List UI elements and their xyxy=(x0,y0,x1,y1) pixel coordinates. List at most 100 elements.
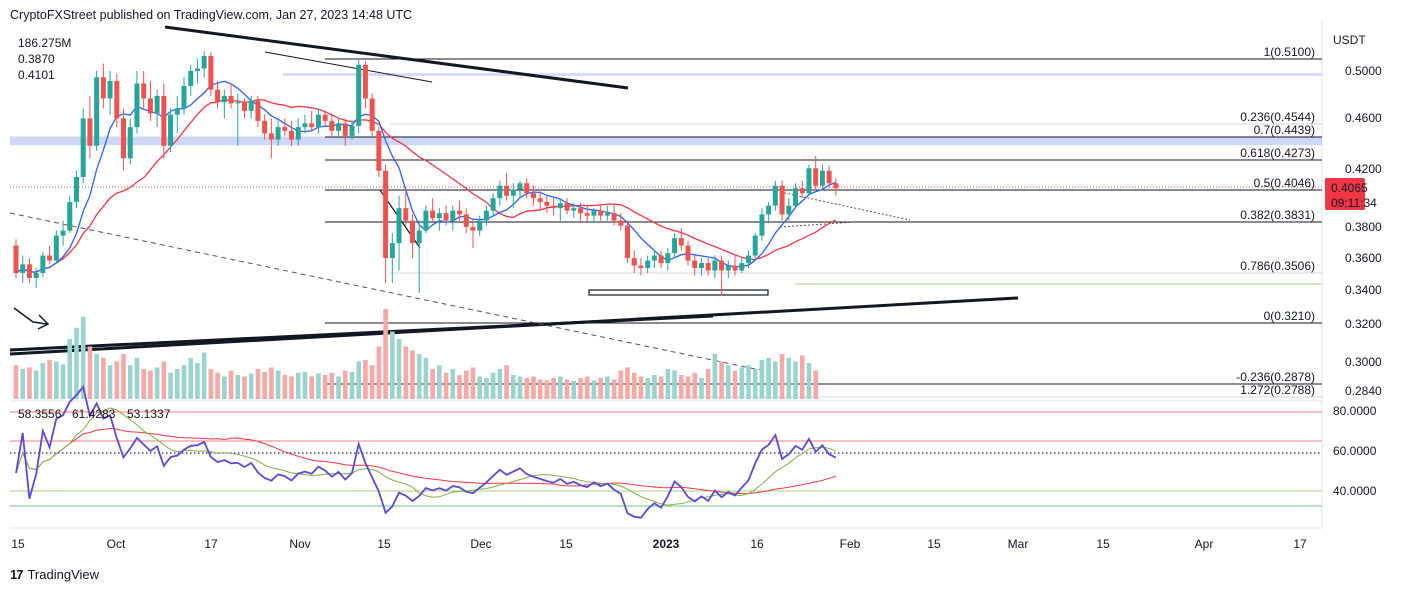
candle-body xyxy=(779,185,785,215)
volume-bar xyxy=(80,316,86,399)
volume-bar xyxy=(74,327,79,399)
volume-bar xyxy=(779,354,785,399)
brand-name[interactable]: TradingView xyxy=(27,567,100,582)
legend-volume: 186.275M xyxy=(18,36,71,50)
candle-body xyxy=(766,205,772,215)
volume-bar xyxy=(201,352,207,399)
volume-bar xyxy=(336,376,341,399)
candle-body xyxy=(47,255,53,261)
candle-body xyxy=(712,260,718,271)
volume-bar xyxy=(611,379,617,399)
candle-body xyxy=(248,100,254,111)
volume-bar xyxy=(631,372,637,399)
countdown-label: 09:11:34 xyxy=(1331,196,1377,210)
candle-body xyxy=(376,130,382,171)
rsi-legend-signal: 61.4283 xyxy=(72,407,116,421)
volume-bar xyxy=(773,361,778,399)
price-axis-label: 0.3800 xyxy=(1345,220,1382,234)
arrow-head-icon xyxy=(37,314,50,330)
candle-body xyxy=(504,185,510,196)
volume-bar xyxy=(443,372,449,399)
candle-body xyxy=(524,183,530,194)
candle-body xyxy=(618,220,624,226)
triangle-lower xyxy=(779,221,856,228)
resistance-zone-upper xyxy=(283,73,1323,76)
candle-body xyxy=(409,220,415,244)
volume-bar xyxy=(806,363,812,399)
volume-bar xyxy=(188,357,194,399)
candle-body xyxy=(745,255,751,264)
volume-bar xyxy=(255,369,261,399)
volume-bar xyxy=(289,376,294,399)
volume-bar xyxy=(363,360,368,399)
candle-body xyxy=(598,210,604,216)
candle-body xyxy=(322,114,328,121)
volume-bar xyxy=(719,361,724,399)
candle-body xyxy=(114,80,120,119)
time-axis-label: Apr xyxy=(1195,537,1214,551)
time-axis-label: 15 xyxy=(377,537,391,551)
volume-bar xyxy=(652,375,657,399)
candle-body xyxy=(725,265,731,271)
price-axis-label: 0.3400 xyxy=(1345,283,1382,297)
volume-bar xyxy=(222,376,227,399)
footer: 17 TradingView xyxy=(10,567,99,582)
candle-body xyxy=(490,198,496,211)
volume-bar xyxy=(356,361,362,399)
candle-body xyxy=(571,208,577,211)
volume-bar xyxy=(13,365,19,399)
candle-body xyxy=(551,205,557,209)
candle-body xyxy=(356,64,362,126)
volume-bar xyxy=(571,381,577,399)
volume-bar xyxy=(799,355,805,399)
time-axis-label: 17 xyxy=(1293,537,1307,551)
volume-bar xyxy=(490,372,496,399)
candle-body xyxy=(168,114,174,146)
candle-body xyxy=(457,210,463,215)
candle-body xyxy=(591,210,597,216)
volume-bar xyxy=(524,378,530,399)
volume-bar xyxy=(262,372,267,399)
candle-body xyxy=(107,80,113,99)
candle-body xyxy=(477,220,483,231)
volume-bar xyxy=(94,354,99,399)
volume-bar xyxy=(322,375,328,399)
volume-bar xyxy=(342,370,348,399)
candle-body xyxy=(188,71,194,86)
candle-body xyxy=(658,255,664,264)
uptrend-line-lower xyxy=(9,314,714,352)
candle-body xyxy=(423,210,429,231)
price-axis-label: 0.3600 xyxy=(1345,251,1382,265)
price-axis-unit: USDT xyxy=(1333,33,1366,47)
volume-bar xyxy=(282,375,288,399)
rsi-legend-ma: 53.1337 xyxy=(127,407,171,421)
consolidation-box xyxy=(588,289,769,296)
volume-bar xyxy=(786,357,792,399)
candle-body xyxy=(383,170,389,259)
candle-body xyxy=(174,108,180,115)
downtrend-line-thin xyxy=(264,51,433,83)
candle-body xyxy=(121,118,127,159)
candle-body xyxy=(470,226,476,231)
candle-body xyxy=(342,123,348,136)
volume-bar xyxy=(793,361,798,399)
candle-body xyxy=(685,245,691,261)
volume-bar xyxy=(295,372,301,399)
candle-body xyxy=(739,263,745,271)
volume-bar xyxy=(470,367,476,399)
tradingview-logo-icon[interactable]: 17 xyxy=(10,567,24,582)
candle-body xyxy=(564,203,570,211)
candle-body xyxy=(100,77,106,99)
volume-bar xyxy=(148,370,153,399)
resistance-zone xyxy=(10,136,1322,146)
candle-body xyxy=(215,89,221,103)
candle-body xyxy=(719,260,725,271)
arrow-line xyxy=(13,307,48,325)
time-axis-label: 16 xyxy=(750,537,764,551)
volume-bar xyxy=(161,361,167,399)
candle-body xyxy=(416,230,422,244)
candle-body xyxy=(228,95,234,104)
candle-body xyxy=(208,56,214,90)
volume-bar xyxy=(712,354,718,399)
